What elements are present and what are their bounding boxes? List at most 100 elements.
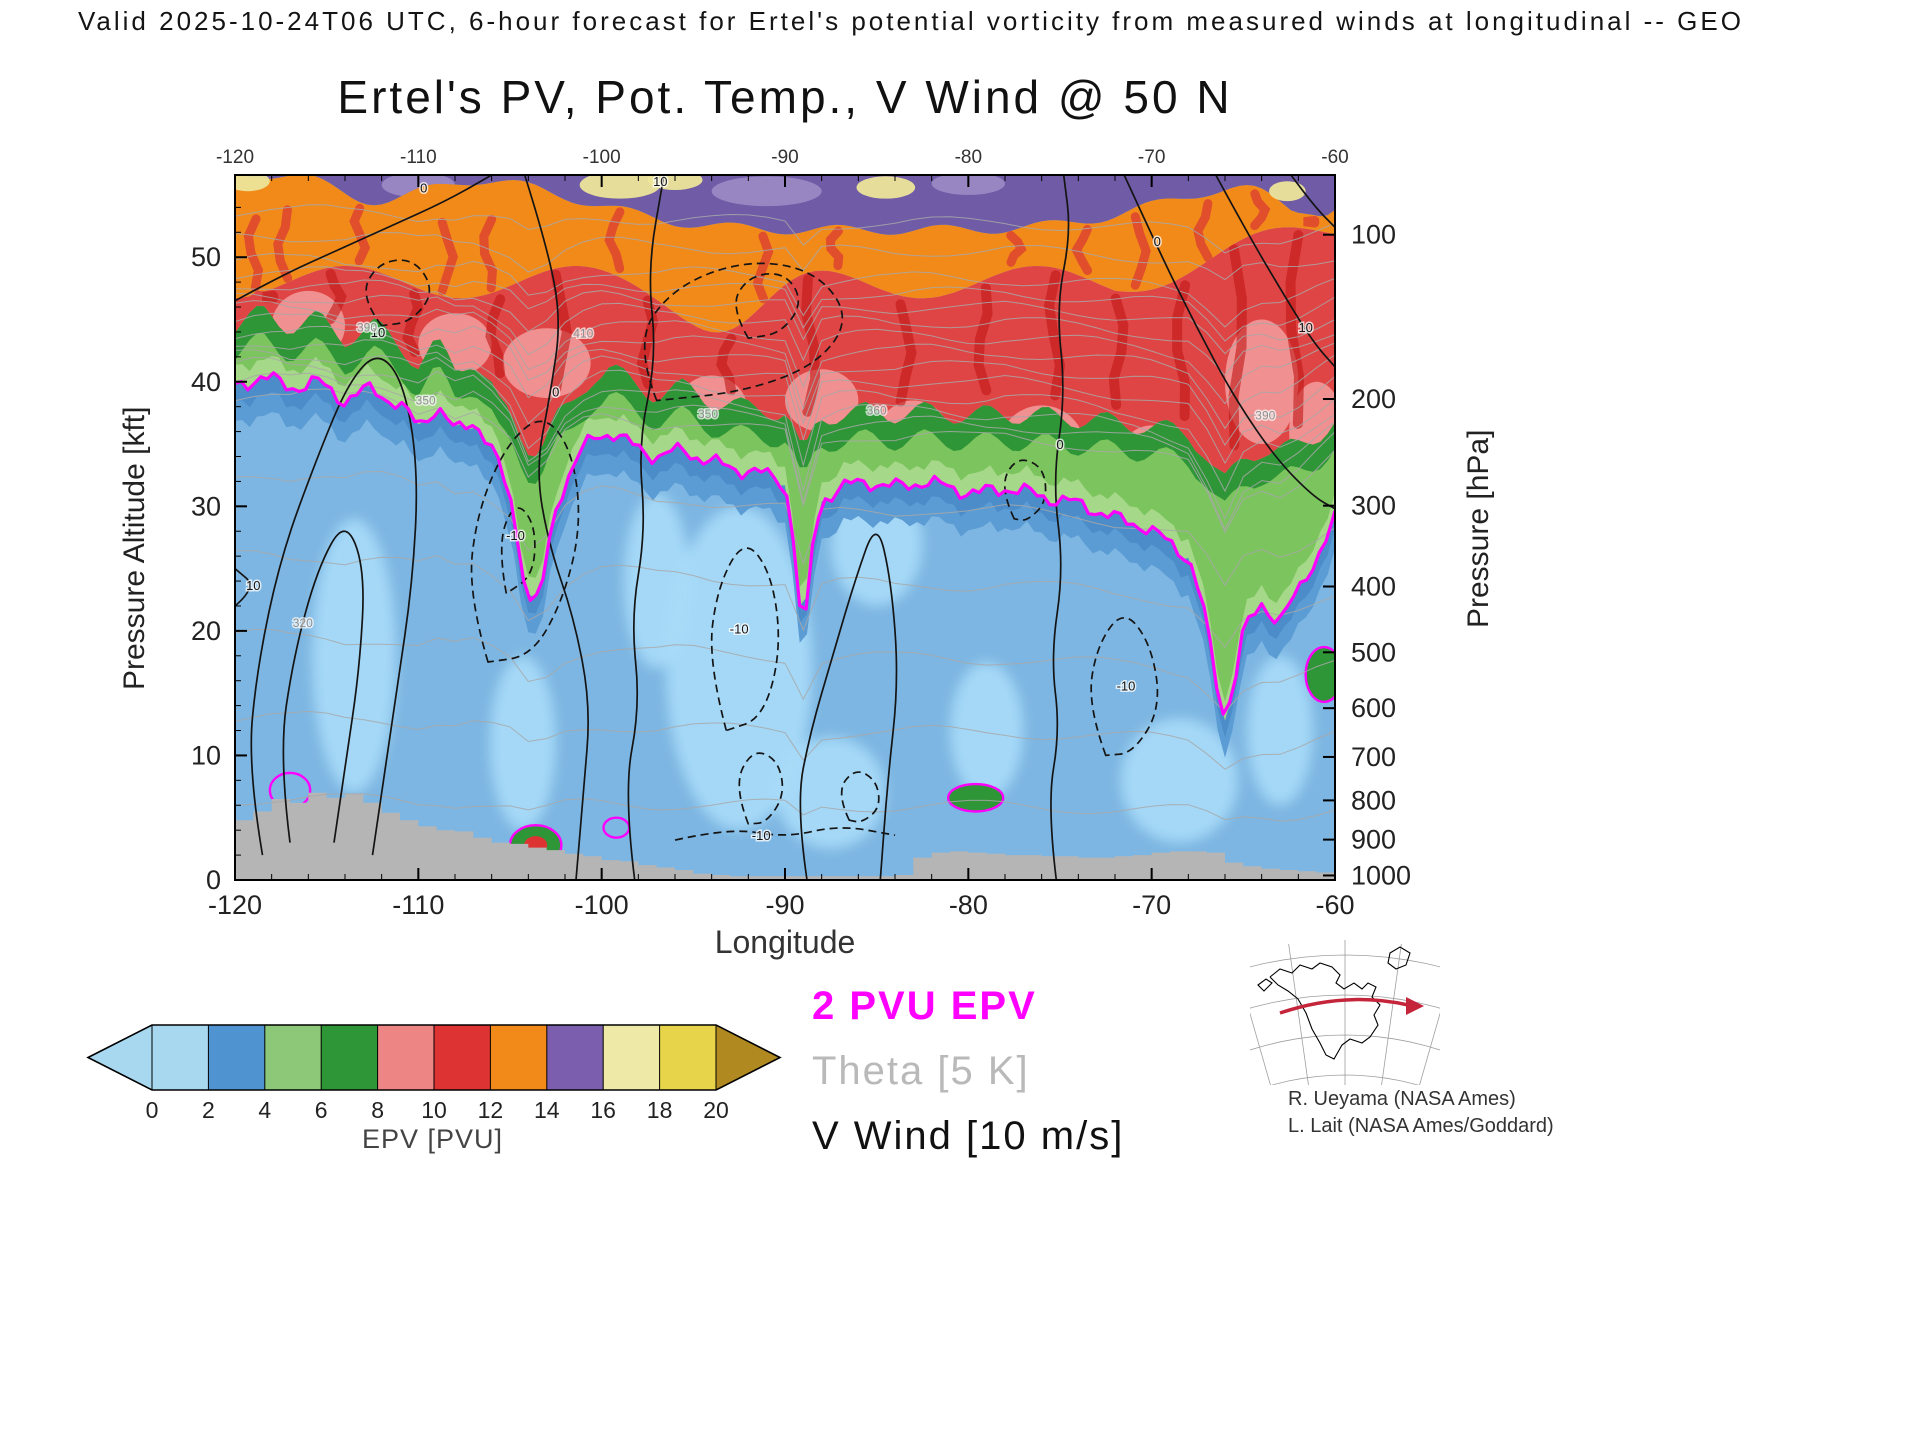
- light-blue-patch: [489, 655, 556, 831]
- crimson-streak: [261, 290, 279, 304]
- epv-colorbar: 0 2 4 6 8 10 12 14 16 18 20: [86, 1024, 782, 1123]
- yellow-patch: [579, 175, 661, 199]
- x-tick-label-top: -120: [216, 147, 254, 168]
- map-inner: [1180, 940, 1440, 1112]
- x-tick-label-bottom: -120: [208, 890, 262, 920]
- epv-band-orange: [235, 175, 1335, 333]
- legend-vwind: V Wind [10 m/s]: [812, 1114, 1125, 1158]
- 2pvu-epv-contour-line: [235, 371, 1335, 716]
- purple-light-patch: [711, 176, 822, 207]
- theta-contour: [235, 629, 1335, 713]
- x-tick-label-top: -90: [771, 147, 798, 168]
- orange-band-texture: [243, 189, 1320, 304]
- colorbar-segment: [659, 1025, 716, 1090]
- plot-legend: 2 PVU EPV Theta [5 K] V Wind [10 m/s]: [812, 984, 1124, 1179]
- colorbar-segment: [434, 1025, 491, 1090]
- orange-band-red-streak: [1303, 216, 1320, 228]
- light-blue-patch: [1247, 655, 1313, 806]
- colorbar-tick-label: 12: [478, 1097, 504, 1123]
- crimson-streak: [1172, 280, 1191, 422]
- vwind-contour-negative: [840, 771, 880, 823]
- map-graticule-meridian: [1381, 943, 1402, 1085]
- colorbar-title: EPV [PVU]: [361, 1124, 504, 1154]
- vwind-contour-positive: [523, 175, 589, 880]
- orange-band-red-streak: [243, 214, 264, 292]
- light-blue-patch: [950, 662, 1024, 800]
- vwind-contour-label: 10: [1298, 320, 1312, 335]
- colorbar-tick-label: 2: [202, 1097, 215, 1123]
- y-right-tick-label: 300: [1351, 491, 1396, 521]
- x-tick-label-bottom: -80: [949, 890, 988, 920]
- orange-band-red-streak: [1250, 189, 1271, 231]
- colorbar-segment: [603, 1025, 660, 1090]
- map-coastline-greenland: [1387, 946, 1411, 970]
- vwind-contour-label: 10: [371, 325, 385, 340]
- orange-band-red-streak: [1130, 212, 1151, 290]
- colorbar-tick-label: 16: [590, 1097, 616, 1123]
- vwind-contour-positive: [1290, 175, 1335, 228]
- colorbar-tick-label: 20: [703, 1097, 729, 1123]
- cross-section-location-map: [1180, 940, 1440, 1112]
- orange-band-red-streak: [1006, 231, 1027, 267]
- vwind-contour-positive: [1123, 175, 1335, 510]
- colorbar-tick-label: 4: [258, 1097, 271, 1123]
- y-right-tick-label: 100: [1351, 220, 1396, 250]
- orange-band-red-streak: [273, 205, 293, 283]
- vwind-contour-negative: [1090, 616, 1159, 757]
- vwind-contour-label: -10: [1117, 679, 1136, 694]
- theta-contour: [235, 388, 1335, 534]
- colorbar-tick-label: 6: [315, 1097, 328, 1123]
- pv-cross-section-plot: 10 10 0 0 10 -10 -10 -10 0 -10 0 10 320 350 390 410 350 3…: [235, 175, 1335, 880]
- pink-patch: [785, 369, 859, 432]
- vwind-contour-label: -10: [506, 528, 525, 543]
- vwind-contour-negative: [710, 547, 780, 732]
- theta-contour-label: 390: [357, 321, 377, 335]
- vwind-contour-label: 10: [246, 578, 260, 593]
- theta-contour: [235, 300, 1335, 405]
- map-coastline-alaska: [1257, 978, 1273, 992]
- y-right-tick-label: 700: [1351, 742, 1396, 772]
- colorbar-segment: [264, 1025, 322, 1090]
- vwind-contour-negative: [365, 259, 431, 327]
- orange-band-red-streak: [349, 203, 371, 266]
- map-graticule-meridian: [1180, 975, 1241, 1112]
- surface-2pvu-contour: [1304, 645, 1335, 704]
- crimson-streak: [895, 299, 917, 407]
- colorbar-tick-label: 10: [421, 1097, 447, 1123]
- colorbar-tick-label: 14: [534, 1097, 560, 1123]
- vwind-contour-negative: [738, 752, 784, 825]
- epv-band-blue-deep: [235, 374, 1335, 738]
- orange-band-red-streak: [437, 218, 458, 296]
- crimson-streak: [800, 274, 821, 417]
- vwind-contour-positive: [250, 357, 418, 856]
- x-tick-label-bottom: -90: [765, 890, 804, 920]
- light-blue-patch: [775, 736, 886, 849]
- y-axis-label-right: Pressure [hPa]: [1462, 429, 1495, 628]
- orange-band-red-streak: [825, 226, 844, 271]
- vwind-contour-label: 0: [420, 180, 427, 195]
- crimson-streak: [1228, 244, 1247, 451]
- vwind-contour-positive: [235, 567, 251, 607]
- theta-contour: [235, 710, 1335, 770]
- terrain-silhouette: [235, 792, 1335, 880]
- colorbar-over-arrow: [716, 1025, 780, 1090]
- x-tick-label-bottom: -60: [1315, 890, 1354, 920]
- surface-2pvu-contour: [946, 782, 1005, 813]
- map-graticule-meridian: [1288, 943, 1309, 1085]
- x-tick-label-top: -60: [1321, 147, 1348, 168]
- vwind-contour-positive: [235, 175, 493, 302]
- vwind-contour-label: 0: [552, 385, 559, 400]
- plot-title: Ertel's PV, Pot. Temp., V Wind @ 50 N: [337, 71, 1233, 123]
- y-right-tick-label: 200: [1351, 384, 1396, 414]
- crimson-streak: [550, 269, 572, 396]
- yellow-patch: [856, 176, 916, 199]
- theta-contour: [235, 279, 1335, 355]
- y-left-tick-label: 10: [191, 740, 221, 770]
- surface-epv-spot-green: [948, 784, 1004, 812]
- light-blue-patch: [665, 506, 813, 831]
- theta-contour: [235, 252, 1335, 328]
- theta-contour: [235, 266, 1335, 342]
- theta-contour: [235, 339, 1335, 465]
- theta-contour: [235, 231, 1335, 281]
